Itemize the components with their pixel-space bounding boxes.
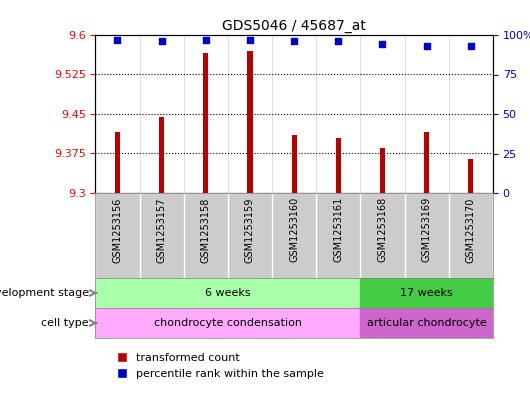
Text: development stage: development stage bbox=[0, 288, 89, 298]
Text: GSM1253161: GSM1253161 bbox=[333, 197, 343, 263]
Bar bbox=[468, 159, 473, 193]
Text: GSM1253157: GSM1253157 bbox=[157, 197, 166, 263]
Point bbox=[290, 38, 298, 44]
Bar bbox=[360, 308, 493, 338]
Point bbox=[246, 37, 254, 43]
Point bbox=[157, 38, 166, 44]
Bar bbox=[95, 278, 360, 308]
Text: GSM1253169: GSM1253169 bbox=[422, 197, 431, 263]
Bar bbox=[292, 135, 297, 193]
Text: GSM1253160: GSM1253160 bbox=[289, 197, 299, 263]
Bar bbox=[203, 53, 208, 193]
Point bbox=[466, 43, 475, 49]
Text: 6 weeks: 6 weeks bbox=[205, 288, 251, 298]
Title: GDS5046 / 45687_at: GDS5046 / 45687_at bbox=[222, 18, 366, 33]
Text: GSM1253168: GSM1253168 bbox=[377, 197, 387, 263]
Text: GSM1253159: GSM1253159 bbox=[245, 197, 255, 263]
Bar bbox=[360, 278, 493, 308]
Point bbox=[201, 37, 210, 43]
Bar bbox=[115, 132, 120, 193]
Point bbox=[113, 37, 122, 43]
Bar bbox=[335, 138, 341, 193]
Point bbox=[378, 41, 387, 48]
Point bbox=[334, 38, 342, 44]
Bar bbox=[159, 117, 164, 193]
Legend: transformed count, percentile rank within the sample: transformed count, percentile rank withi… bbox=[111, 349, 328, 384]
Text: articular chondrocyte: articular chondrocyte bbox=[367, 318, 487, 328]
Text: chondrocyte condensation: chondrocyte condensation bbox=[154, 318, 302, 328]
Point bbox=[422, 43, 431, 49]
Text: 17 weeks: 17 weeks bbox=[400, 288, 453, 298]
Bar bbox=[248, 51, 253, 193]
Bar bbox=[424, 132, 429, 193]
Text: GSM1253156: GSM1253156 bbox=[112, 197, 122, 263]
Text: GSM1253170: GSM1253170 bbox=[466, 197, 476, 263]
Text: GSM1253158: GSM1253158 bbox=[201, 197, 211, 263]
Bar bbox=[380, 148, 385, 193]
Bar bbox=[95, 308, 360, 338]
Text: cell type: cell type bbox=[41, 318, 89, 328]
